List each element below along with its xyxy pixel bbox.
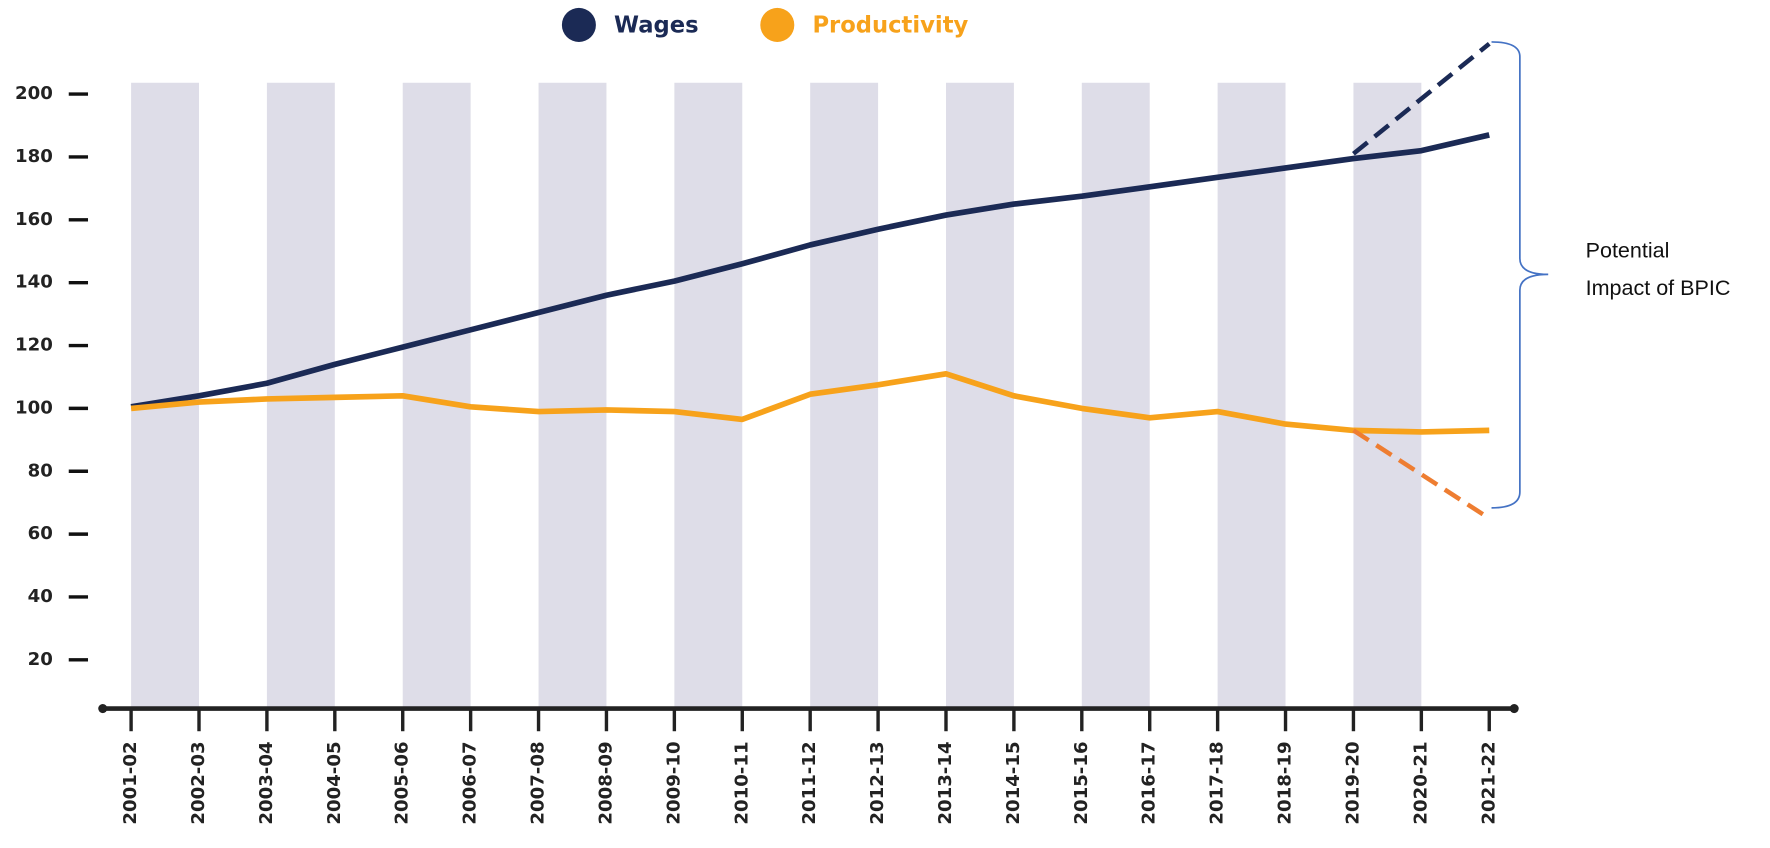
bands <box>131 82 1422 709</box>
annotation: Potential <box>1586 238 1670 262</box>
annotation: Impact of BPIC <box>1586 276 1731 300</box>
x-tick-label: 2012-13 <box>867 741 888 824</box>
x-tick-label: 2003-04 <box>256 741 277 824</box>
band <box>1217 82 1286 709</box>
band <box>674 82 743 709</box>
y-tick-label: 120 <box>15 335 53 356</box>
legend-marker <box>760 7 795 42</box>
x-tick-label: 2020-21 <box>1410 741 1431 824</box>
x-tick-label: 2008-09 <box>595 741 616 824</box>
y-tick-label: 200 <box>15 83 53 104</box>
y-tick-label: 160 <box>15 209 53 230</box>
y-tick-label: 80 <box>28 460 53 481</box>
legend-label: Productivity <box>812 13 968 39</box>
y-tick-label: 60 <box>28 523 53 544</box>
x-tick-label: 2021-22 <box>1478 741 1499 824</box>
x-tick-label: 2016-17 <box>1139 741 1160 824</box>
brace <box>1491 41 1549 509</box>
x-tick-label: 2015-16 <box>1071 741 1092 824</box>
x-tick-label: 2005-06 <box>392 741 413 824</box>
y-tick-label: 20 <box>28 649 53 670</box>
band <box>538 82 607 709</box>
band <box>945 82 1014 709</box>
x-tick-label: 2001-02 <box>120 741 141 824</box>
x-tick-label: 2017-18 <box>1207 741 1228 824</box>
x-tick-label: 2013-14 <box>935 741 956 824</box>
x-tick-label: 2009-10 <box>663 741 684 824</box>
x-tick-label: 2004-05 <box>324 741 345 824</box>
x-tick-label: 2014-15 <box>1003 741 1024 824</box>
x-tick-label: 2018-19 <box>1275 741 1296 824</box>
band <box>1353 82 1422 709</box>
projection-line <box>1352 42 1491 156</box>
series-line <box>130 370 1490 435</box>
y-tick-label: 100 <box>15 397 53 418</box>
x-tick-label: 2010-11 <box>731 741 752 824</box>
series-line <box>130 132 1490 410</box>
x-tick-label: 2019-20 <box>1342 741 1363 824</box>
x-tick-label: 2007-08 <box>528 741 549 824</box>
axis-end <box>98 704 108 714</box>
band <box>1081 82 1150 709</box>
y-tick-label: 140 <box>15 272 53 293</box>
x-tick-label: 2006-07 <box>460 741 481 824</box>
axis-end <box>1509 704 1519 714</box>
band <box>810 82 879 709</box>
legend-label: Wages <box>614 13 699 39</box>
x-tick-label: 2002-03 <box>188 741 209 824</box>
x-tick-label: 2011-12 <box>799 741 820 824</box>
y-tick-label: 40 <box>28 586 53 607</box>
y-tick-label: 180 <box>15 146 53 167</box>
legend-marker <box>561 7 596 42</box>
